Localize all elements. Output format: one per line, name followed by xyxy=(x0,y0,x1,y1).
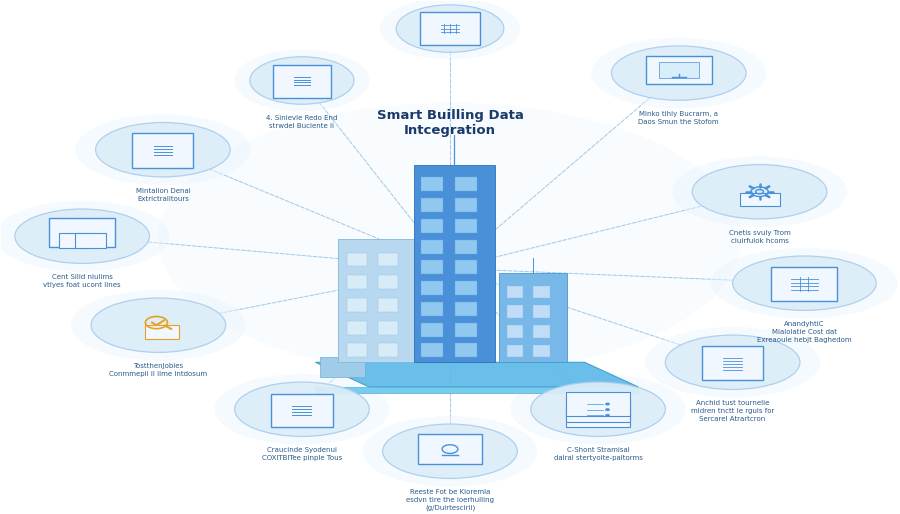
FancyBboxPatch shape xyxy=(421,240,443,253)
FancyBboxPatch shape xyxy=(455,240,477,253)
FancyBboxPatch shape xyxy=(421,343,443,357)
Ellipse shape xyxy=(531,382,665,436)
FancyBboxPatch shape xyxy=(50,218,115,247)
FancyBboxPatch shape xyxy=(421,302,443,316)
FancyBboxPatch shape xyxy=(272,394,332,428)
Ellipse shape xyxy=(380,0,520,60)
Ellipse shape xyxy=(14,209,149,263)
Ellipse shape xyxy=(396,5,504,52)
FancyBboxPatch shape xyxy=(507,305,523,318)
Circle shape xyxy=(606,414,609,416)
Ellipse shape xyxy=(733,256,877,310)
Ellipse shape xyxy=(510,374,686,445)
FancyBboxPatch shape xyxy=(378,298,398,312)
Ellipse shape xyxy=(591,38,766,108)
FancyBboxPatch shape xyxy=(455,343,477,357)
FancyBboxPatch shape xyxy=(566,392,630,416)
FancyBboxPatch shape xyxy=(346,252,366,266)
Ellipse shape xyxy=(363,416,537,487)
FancyBboxPatch shape xyxy=(507,325,523,338)
FancyBboxPatch shape xyxy=(320,357,365,377)
FancyBboxPatch shape xyxy=(421,261,443,274)
Text: Cnetis svuly Trom
cluirfulok hcoms: Cnetis svuly Trom cluirfulok hcoms xyxy=(729,230,790,244)
FancyBboxPatch shape xyxy=(421,198,443,212)
Ellipse shape xyxy=(214,374,390,445)
FancyBboxPatch shape xyxy=(421,177,443,191)
Ellipse shape xyxy=(234,50,370,112)
Ellipse shape xyxy=(250,57,354,104)
Ellipse shape xyxy=(235,382,369,436)
FancyBboxPatch shape xyxy=(420,12,480,45)
FancyBboxPatch shape xyxy=(414,164,495,362)
Ellipse shape xyxy=(0,201,169,271)
FancyBboxPatch shape xyxy=(315,387,638,393)
FancyBboxPatch shape xyxy=(346,276,366,289)
FancyBboxPatch shape xyxy=(273,65,331,98)
FancyBboxPatch shape xyxy=(455,177,477,191)
FancyBboxPatch shape xyxy=(418,434,482,465)
Ellipse shape xyxy=(91,298,226,353)
Ellipse shape xyxy=(76,114,250,185)
FancyBboxPatch shape xyxy=(534,345,550,357)
Ellipse shape xyxy=(672,156,847,227)
FancyBboxPatch shape xyxy=(566,403,630,428)
Ellipse shape xyxy=(382,424,518,479)
FancyBboxPatch shape xyxy=(702,346,763,380)
Ellipse shape xyxy=(692,164,827,219)
Text: 4. Sinievle Redo End
strwdel Buciente ii: 4. Sinievle Redo End strwdel Buciente ii xyxy=(266,115,338,129)
FancyBboxPatch shape xyxy=(338,238,414,362)
Text: Reeste Fot be Kioremia
esdvn tire the ioerhulling
(g/Duirtescirii): Reeste Fot be Kioremia esdvn tire the io… xyxy=(406,489,494,511)
Ellipse shape xyxy=(611,46,746,100)
FancyBboxPatch shape xyxy=(146,325,179,339)
FancyBboxPatch shape xyxy=(534,286,550,298)
FancyBboxPatch shape xyxy=(659,62,698,78)
Circle shape xyxy=(606,409,609,411)
Text: AnandyhtiC
Mialolatie Cost dat
Exreaoule hebjt Baghedom: AnandyhtiC Mialolatie Cost dat Exreaoule… xyxy=(757,321,851,343)
Ellipse shape xyxy=(665,335,800,390)
Text: C-Shont Stramisal
dalral stertyoite-paltorms: C-Shont Stramisal dalral stertyoite-palt… xyxy=(554,447,643,461)
Ellipse shape xyxy=(95,122,230,177)
FancyBboxPatch shape xyxy=(378,276,398,289)
FancyBboxPatch shape xyxy=(346,321,366,335)
FancyBboxPatch shape xyxy=(59,233,90,248)
FancyBboxPatch shape xyxy=(132,133,194,168)
FancyBboxPatch shape xyxy=(378,343,398,357)
Ellipse shape xyxy=(711,248,897,319)
Ellipse shape xyxy=(158,103,742,375)
Ellipse shape xyxy=(645,327,820,398)
FancyBboxPatch shape xyxy=(646,56,712,84)
FancyBboxPatch shape xyxy=(740,193,779,207)
Text: Minko tihiy Bucrarm, a
Daos Smun the Stofom: Minko tihiy Bucrarm, a Daos Smun the Sto… xyxy=(638,111,719,125)
Ellipse shape xyxy=(71,290,246,360)
FancyBboxPatch shape xyxy=(346,343,366,357)
FancyBboxPatch shape xyxy=(534,325,550,338)
FancyBboxPatch shape xyxy=(421,323,443,337)
Text: Mintalion Denai
Extrictralitours: Mintalion Denai Extrictralitours xyxy=(136,188,190,201)
FancyBboxPatch shape xyxy=(455,261,477,274)
FancyBboxPatch shape xyxy=(378,321,398,335)
FancyBboxPatch shape xyxy=(378,252,398,266)
Text: Craucinde Syodenui
COXITBITee pinple Tous: Craucinde Syodenui COXITBITee pinple Tou… xyxy=(262,447,342,461)
Polygon shape xyxy=(315,362,638,387)
FancyBboxPatch shape xyxy=(75,233,106,248)
FancyBboxPatch shape xyxy=(421,219,443,233)
FancyBboxPatch shape xyxy=(346,298,366,312)
FancyBboxPatch shape xyxy=(566,398,630,422)
FancyBboxPatch shape xyxy=(771,267,837,301)
Text: Anchid tust tournelie
mldren tnctt le rguis for
Sercarel Atrartcron: Anchid tust tournelie mldren tnctt le rg… xyxy=(691,400,774,422)
FancyBboxPatch shape xyxy=(455,302,477,316)
FancyBboxPatch shape xyxy=(455,219,477,233)
FancyBboxPatch shape xyxy=(507,345,523,357)
Text: TostthenJobies
Conmmepii il lime Intdosum: TostthenJobies Conmmepii il lime Intdosu… xyxy=(109,363,208,377)
FancyBboxPatch shape xyxy=(500,273,567,362)
FancyBboxPatch shape xyxy=(455,323,477,337)
FancyBboxPatch shape xyxy=(455,198,477,212)
Circle shape xyxy=(606,403,609,405)
Text: Cent Silid niulims
vtlyes foat ucont lines: Cent Silid niulims vtlyes foat ucont lin… xyxy=(43,274,121,288)
FancyBboxPatch shape xyxy=(455,281,477,295)
FancyBboxPatch shape xyxy=(507,286,523,298)
FancyBboxPatch shape xyxy=(421,281,443,295)
FancyBboxPatch shape xyxy=(534,305,550,318)
Text: Smart Builling Data
Intcegration: Smart Builling Data Intcegration xyxy=(376,108,524,137)
